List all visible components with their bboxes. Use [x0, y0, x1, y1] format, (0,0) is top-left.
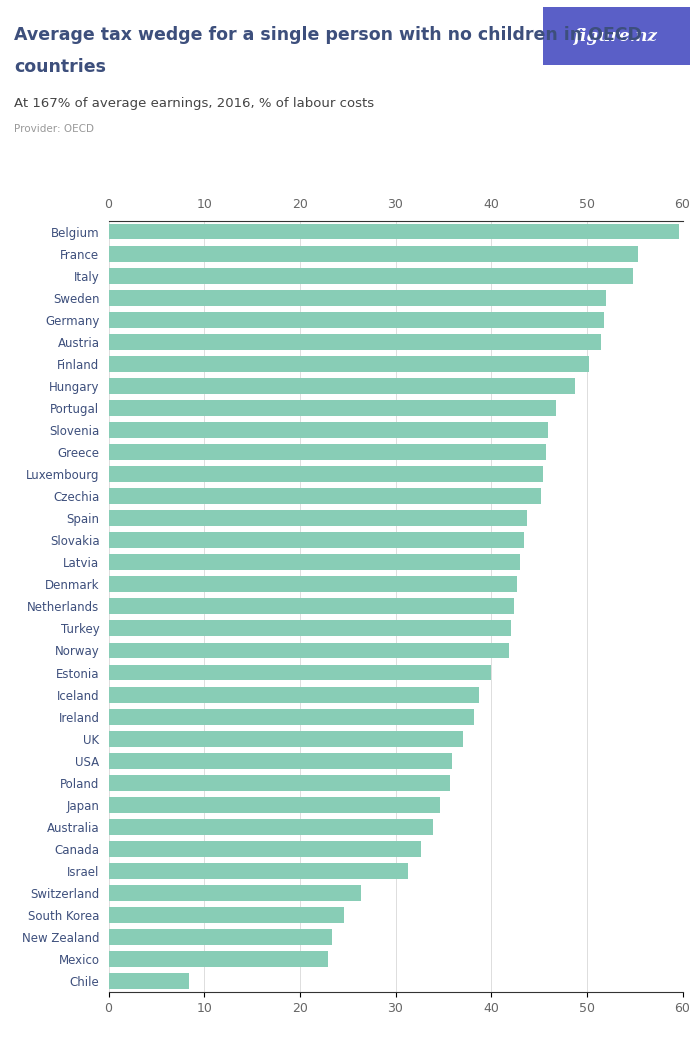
Bar — [108, 973, 189, 989]
Bar — [108, 312, 604, 328]
Bar — [108, 929, 332, 945]
Bar — [108, 224, 679, 239]
Bar — [108, 797, 440, 813]
Bar — [108, 444, 546, 460]
Bar — [108, 290, 606, 306]
Text: Average tax wedge for a single person with no children in OECD: Average tax wedge for a single person wi… — [14, 26, 642, 44]
Text: countries: countries — [14, 58, 106, 76]
Bar — [108, 554, 520, 570]
Bar — [108, 885, 361, 901]
Bar — [108, 951, 328, 967]
Bar — [108, 510, 526, 526]
Bar — [108, 422, 547, 438]
Text: figure.nz: figure.nz — [574, 27, 658, 45]
Bar — [108, 268, 633, 284]
Bar — [108, 907, 344, 923]
Bar — [108, 598, 514, 614]
Bar — [108, 665, 491, 680]
Bar — [108, 334, 601, 350]
Bar — [108, 775, 450, 791]
Bar — [108, 643, 510, 658]
Bar — [108, 378, 575, 394]
Bar — [108, 819, 433, 835]
Bar — [108, 731, 463, 747]
Bar — [108, 532, 524, 548]
Bar — [108, 466, 542, 482]
Bar — [108, 687, 479, 702]
Bar — [108, 621, 511, 636]
Text: Provider: OECD: Provider: OECD — [14, 124, 94, 134]
Bar — [108, 246, 638, 261]
Bar — [108, 576, 517, 592]
Bar — [108, 400, 556, 416]
Bar — [108, 841, 421, 857]
Bar — [108, 488, 541, 504]
Bar — [108, 709, 474, 724]
Bar — [108, 753, 452, 769]
Bar — [108, 863, 408, 879]
Text: At 167% of average earnings, 2016, % of labour costs: At 167% of average earnings, 2016, % of … — [14, 97, 374, 109]
Bar — [108, 356, 589, 372]
